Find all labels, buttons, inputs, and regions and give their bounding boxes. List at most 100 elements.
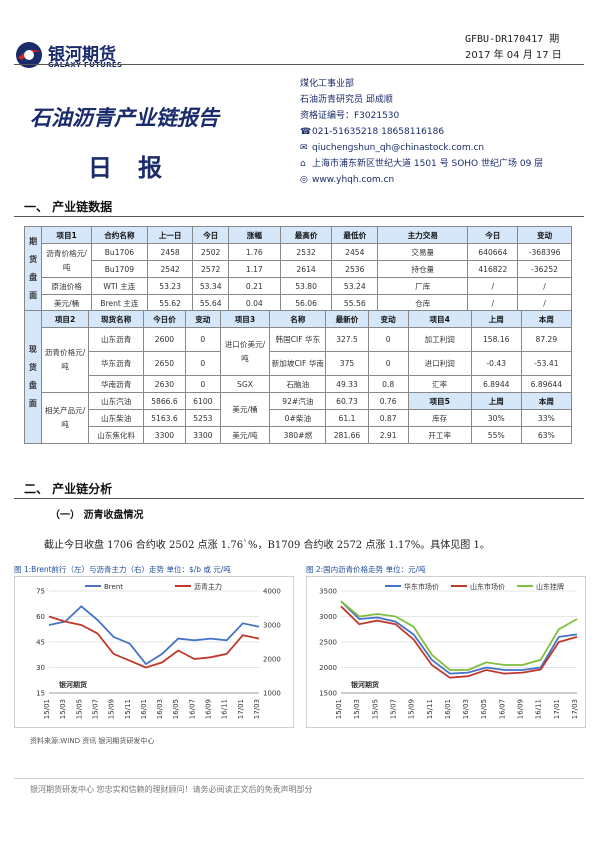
galaxy-logo-icon bbox=[16, 42, 42, 68]
cell: 0.8 bbox=[367, 375, 409, 393]
cell: 0 bbox=[185, 351, 221, 376]
cell: 山东沥青 bbox=[88, 327, 144, 352]
x-tick-label: 15/03 bbox=[353, 699, 361, 719]
cell: 上周 bbox=[470, 392, 522, 410]
cell: 山东汽油 bbox=[88, 392, 144, 410]
y-tick-label: 45 bbox=[36, 639, 45, 647]
cell: 山东焦化料 bbox=[88, 426, 144, 444]
cell: 0#柴油 bbox=[269, 409, 327, 427]
email-icon: ✉ bbox=[300, 143, 308, 153]
x-tick-label: 15/01 bbox=[43, 699, 51, 719]
cell: 0.87 bbox=[367, 409, 409, 427]
y-tick-label: 3000 bbox=[319, 613, 337, 621]
cell: -368396 bbox=[517, 243, 572, 261]
watermark-logo: 银河期货 bbox=[59, 680, 87, 689]
phone-icon: ☎ bbox=[300, 127, 312, 137]
y-tick-label: 15 bbox=[36, 690, 45, 698]
analysis-paragraph: 截止今日收盘 1706 合约收 2502 点涨 1.76`%，B1709 合约收… bbox=[44, 540, 490, 551]
cell: 6.8944 bbox=[470, 375, 522, 393]
logo-name-en: GALAXY FUTURES bbox=[48, 61, 123, 69]
figure-1-caption: 图 1:Brent前行（左）与沥青主力（右）走势 单位：$/b 或 元/吨 bbox=[14, 565, 231, 574]
x-tick-label: 16/01 bbox=[140, 699, 148, 719]
table-row: 华东沥青 2650 0 新加坡CIF 华南 375 0 进口利润 -0.43 -… bbox=[25, 351, 573, 376]
cell: 2600 bbox=[142, 327, 187, 352]
cell: 0.76 bbox=[367, 392, 409, 410]
analyst-name: 石油沥青研究员 邱成顺 bbox=[300, 95, 393, 105]
x-tick-label: 16/11 bbox=[221, 699, 229, 719]
web-icon: ◎ bbox=[300, 175, 308, 185]
legend-label: 华东市场价 bbox=[404, 582, 439, 591]
cell: 0 bbox=[185, 327, 221, 352]
x-tick-label: 16/01 bbox=[444, 699, 452, 719]
cell: WTI 主连 bbox=[90, 277, 148, 295]
report-id: GFBU-DR170417 期 bbox=[465, 34, 560, 45]
cell: 2630 bbox=[142, 375, 187, 393]
table-row: 华南沥青 2630 0 SGX 石脑油 49.33 0.8 汇率 6.8944 … bbox=[25, 375, 573, 393]
section-2-heading: 二、 产业链分析 bbox=[24, 482, 113, 496]
cell: 92#汽油 bbox=[269, 392, 327, 410]
cell: / bbox=[467, 294, 519, 312]
cell: 0.04 bbox=[227, 294, 281, 312]
cell: 3300 bbox=[185, 426, 221, 444]
t2-header: 变动 bbox=[185, 310, 221, 328]
y2-tick-label: 3000 bbox=[263, 622, 281, 630]
x-tick-label: 16/05 bbox=[172, 699, 180, 719]
x-tick-label: 16/07 bbox=[188, 699, 196, 719]
chart-1-svg: 15 30 45 60 75 1000 2000 3000 4000 15/01 15/03 15/0… bbox=[36, 582, 281, 719]
figure-2-caption: 图 2:国内沥青价格走势 单位：元/吨 bbox=[306, 565, 426, 574]
series-line-山东挂牌 bbox=[340, 600, 578, 671]
series-line-华东市场价 bbox=[340, 600, 578, 675]
section-1-divider bbox=[14, 216, 584, 217]
cell: 49.33 bbox=[325, 375, 369, 393]
cell: 0 bbox=[367, 351, 409, 376]
cell: 640664 bbox=[467, 243, 519, 261]
cell: 韩国CIF 华东 bbox=[269, 327, 327, 352]
cell: 55.62 bbox=[146, 294, 194, 312]
t2-header: 本周 bbox=[520, 310, 573, 328]
table-row: 相关产品元/吨 山东汽油 5866.6 6100 美元/桶 92#汽油 60.7… bbox=[25, 392, 573, 444]
cell: Bu1706 bbox=[90, 243, 148, 261]
t1-header: 上一日 bbox=[146, 226, 194, 244]
x-tick-label: 16/09 bbox=[205, 699, 213, 719]
dept-name: 煤化工事业部 bbox=[300, 79, 355, 89]
cell: 2502 bbox=[192, 243, 229, 261]
legend-label: 山东挂牌 bbox=[536, 582, 564, 591]
cell: 53.23 bbox=[146, 277, 194, 295]
cell: 6100 bbox=[185, 392, 221, 410]
t1-header: 变动 bbox=[517, 226, 572, 244]
email-address[interactable]: qiuchengshun_qh@chinastock.com.cn bbox=[312, 143, 485, 153]
cell: 原油价格 bbox=[41, 277, 92, 295]
cell: 新加坡CIF 华南 bbox=[269, 351, 327, 376]
cell: 美元/吨 bbox=[219, 426, 271, 444]
cell: 1.76 bbox=[227, 243, 281, 261]
header-divider bbox=[14, 64, 584, 65]
cell: 2572 bbox=[192, 260, 229, 278]
report-date: 2017 年 04 月 17 日 bbox=[465, 50, 562, 61]
y-tick-label: 1500 bbox=[319, 690, 337, 698]
x-tick-label: 17/01 bbox=[237, 699, 245, 719]
spot-asphalt-label: 沥青价格元/吨 bbox=[40, 327, 90, 393]
import-price-label: 进口价美元/吨 bbox=[219, 327, 271, 376]
y2-tick-label: 2000 bbox=[263, 656, 281, 664]
cell: 2458 bbox=[146, 243, 194, 261]
cell: / bbox=[467, 277, 519, 295]
series-line-沥青主力 bbox=[48, 615, 260, 669]
footer-divider bbox=[14, 778, 584, 779]
footer-text: 银河期货研发中心 您忠实和信赖的理财顾问！请务必阅读正文后的免责声明部分 bbox=[30, 785, 313, 794]
x-tick-label: 15/05 bbox=[75, 699, 83, 719]
company-logo: 银河期货 GALAXY FUTURES bbox=[14, 40, 134, 72]
cell: 30% bbox=[470, 409, 522, 427]
website-link[interactable]: www.yhqh.com.cn bbox=[312, 175, 395, 185]
t1-header: 最高价 bbox=[279, 226, 333, 244]
cell: 56.06 bbox=[279, 294, 333, 312]
cell: 项目5 bbox=[407, 392, 472, 410]
cell: 华南沥青 bbox=[88, 375, 144, 393]
x-tick-label: 16/11 bbox=[535, 699, 543, 719]
x-tick-label: 16/05 bbox=[480, 699, 488, 719]
watermark-logo: 银河期货 bbox=[351, 680, 379, 689]
cell: 华东沥青 bbox=[88, 351, 144, 376]
asphalt-price-label: 沥青价格元/吨 bbox=[41, 243, 92, 278]
analyst-info: 煤化工事业部 石油沥青研究员 邱成顺 资格证编号：F3021530 ☎021-5… bbox=[300, 76, 590, 188]
cell: 281.66 bbox=[325, 426, 369, 444]
cell: 厂库 bbox=[377, 277, 469, 295]
